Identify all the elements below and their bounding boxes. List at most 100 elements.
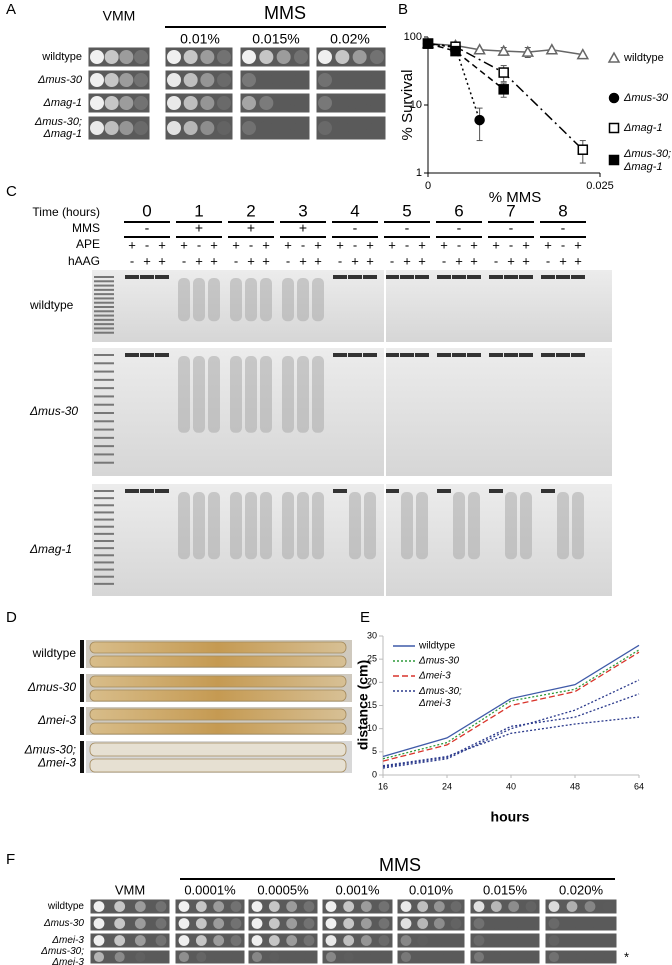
spot (268, 901, 280, 912)
spot (195, 935, 207, 946)
smear (312, 492, 324, 560)
strain-label: wildtype (41, 51, 82, 63)
spot (167, 50, 181, 64)
haag-sign: + (403, 253, 411, 268)
haag-sign: + (507, 253, 515, 268)
spot (602, 918, 614, 929)
smear (260, 278, 272, 322)
spot (566, 951, 578, 963)
smear (245, 492, 257, 560)
spot (343, 935, 355, 946)
strain-label: Δmus-30 (27, 680, 76, 694)
band (140, 275, 154, 279)
spot (183, 96, 198, 110)
haag-sign: + (195, 253, 203, 268)
ape-sign: - (301, 237, 305, 252)
haag-sign: + (351, 253, 359, 268)
spot (134, 935, 146, 946)
spot (93, 918, 105, 929)
spot (417, 951, 428, 963)
spot (508, 918, 520, 929)
side-bar (80, 741, 84, 773)
spot (251, 951, 263, 963)
spot (417, 935, 429, 946)
spot (269, 951, 280, 963)
ladder-band (94, 525, 114, 528)
column-header: 0.01% (180, 31, 220, 47)
spot (378, 951, 390, 963)
spot (303, 935, 315, 946)
spot (473, 951, 485, 963)
spot (602, 951, 614, 963)
spot (584, 918, 596, 929)
x-tick-label: 0 (425, 180, 431, 192)
band (467, 353, 481, 357)
column-header: 0.02% (330, 31, 370, 47)
smear (505, 492, 517, 560)
smear (282, 356, 294, 433)
band (556, 353, 570, 357)
plate (247, 949, 319, 965)
spot (525, 935, 537, 946)
ladder-band (94, 428, 114, 431)
y-tick-label: 5 (372, 746, 377, 756)
spot (178, 901, 190, 912)
spot (195, 918, 207, 929)
plate (239, 69, 311, 91)
spot (303, 918, 315, 929)
spot (155, 935, 167, 946)
haag-sign: + (143, 253, 151, 268)
time-label: 3 (298, 201, 307, 220)
ape-sign: - (197, 237, 201, 252)
ladder-band (94, 497, 114, 500)
spot (335, 73, 350, 87)
ape-sign: + (128, 237, 136, 252)
smear (364, 492, 376, 560)
spot (360, 918, 372, 929)
time-label: 5 (402, 201, 411, 220)
spot (114, 918, 126, 929)
ladder-band (94, 301, 114, 304)
spot (378, 918, 390, 929)
ladder-band (94, 561, 114, 564)
band (385, 353, 399, 357)
ape-sign: - (457, 237, 461, 252)
haag-sign: + (158, 253, 166, 268)
ladder-band (94, 362, 114, 365)
band (489, 353, 503, 357)
smear (260, 356, 272, 433)
spot (167, 121, 181, 135)
spot (213, 918, 225, 929)
plate (87, 92, 151, 114)
series-line (382, 644, 640, 758)
ape-sign: - (249, 237, 253, 252)
spot (167, 96, 181, 110)
y-tick-label: 15 (367, 700, 377, 710)
legend-label: Δmei-3 (418, 671, 451, 682)
spot (200, 96, 215, 110)
strain-label: Δmag-1 (42, 97, 82, 109)
plate (321, 898, 394, 915)
ladder-band (94, 318, 114, 321)
spot (434, 951, 445, 963)
spot (318, 50, 332, 64)
spot (286, 935, 298, 946)
legend-label: Δmus-30; Δmei-3 (418, 686, 465, 709)
spot (602, 935, 614, 946)
mms-sign: - (561, 220, 566, 236)
band (504, 275, 518, 279)
band (155, 489, 169, 493)
spot (548, 951, 560, 963)
band (437, 353, 451, 357)
spot (548, 918, 560, 929)
band (437, 275, 451, 279)
spot (230, 918, 242, 929)
smear (297, 278, 309, 322)
smear (193, 356, 205, 433)
spot (242, 50, 256, 64)
spot (119, 96, 134, 110)
spot (508, 901, 520, 912)
smear (297, 356, 309, 433)
ladder-band (94, 293, 114, 296)
